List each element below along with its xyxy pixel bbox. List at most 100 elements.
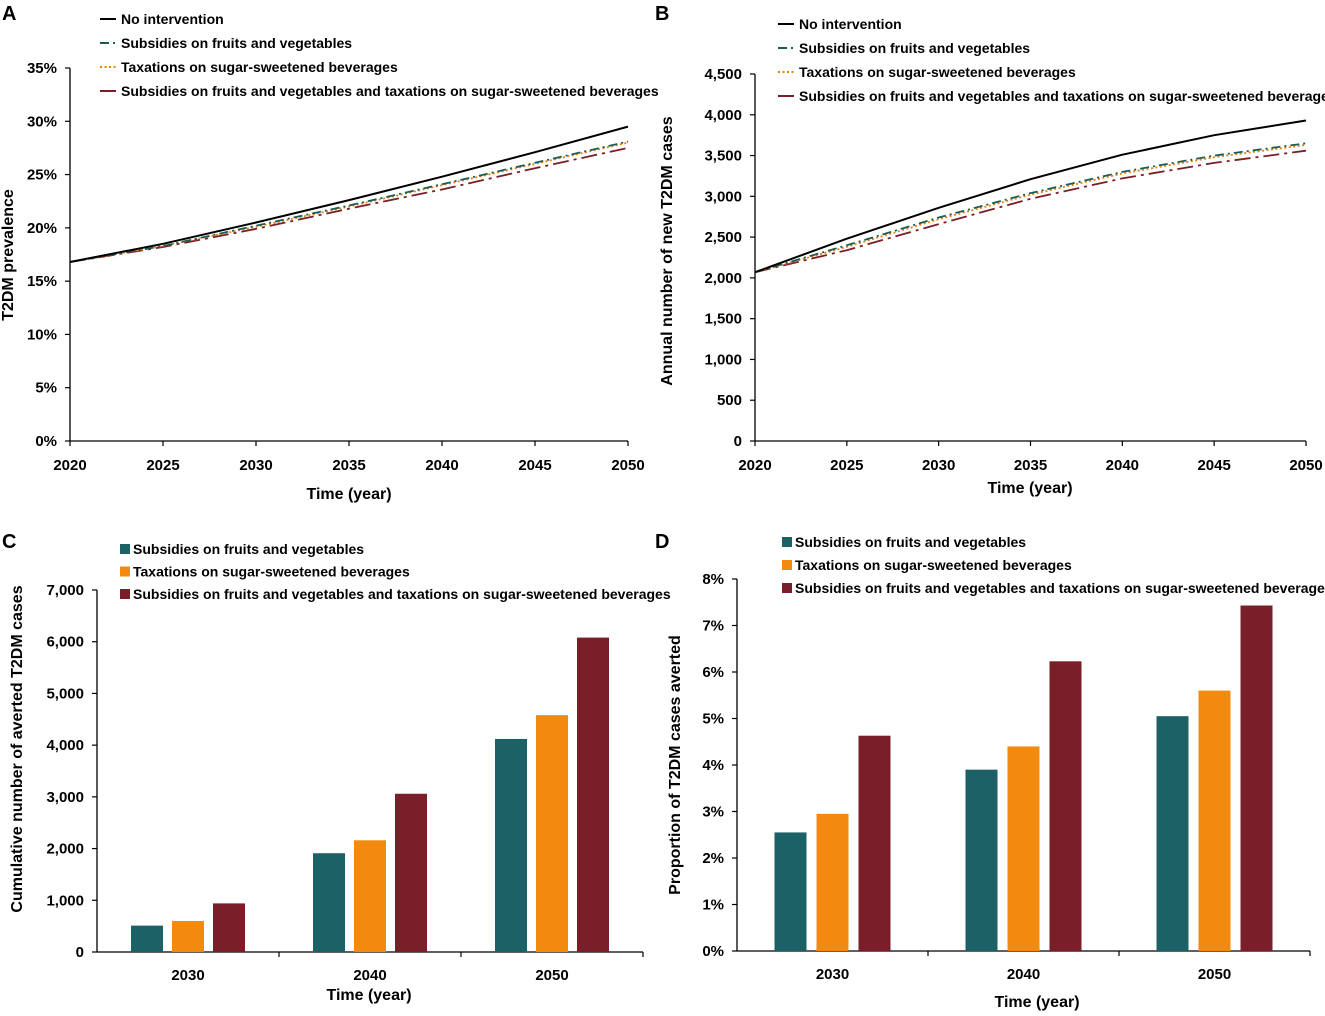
y-tick-label: 1,500 [704, 311, 742, 328]
legend-swatch [782, 583, 792, 593]
bar [1198, 690, 1231, 951]
y-tick-label: 0 [734, 433, 742, 450]
y-tick-label: 3,000 [704, 188, 742, 205]
x-tick-label: 2040 [1007, 966, 1040, 983]
legend-label: Subsidies on fruits and vegetables [121, 35, 352, 51]
bar [1007, 746, 1040, 951]
bar [858, 735, 891, 951]
y-tick-label: 5,000 [46, 685, 84, 702]
y-tick-label: 10% [27, 326, 57, 343]
x-axis-title: Time (year) [994, 994, 1079, 1011]
x-tick-label: 2025 [830, 457, 863, 474]
bar [172, 920, 204, 952]
legend-swatch [782, 537, 792, 547]
y-tick-label: 4% [702, 757, 724, 774]
x-tick-label: 2040 [425, 457, 458, 474]
x-axis-title: Time (year) [987, 480, 1072, 497]
panel-label: D [655, 531, 669, 553]
y-axis-title: Annual number of new T2DM cases [659, 116, 676, 385]
x-tick-label: 2025 [146, 457, 179, 474]
y-tick-label: 5% [35, 380, 57, 397]
legend-label: Taxations on sugar-sweetened beverages [133, 564, 410, 580]
y-tick-label: 4,000 [704, 107, 742, 124]
bar [313, 853, 345, 952]
y-tick-label: 3,000 [46, 789, 84, 806]
series-line [754, 149, 1307, 274]
x-tick-label: 2020 [53, 457, 86, 474]
bar [354, 840, 386, 952]
y-tick-label: 8% [702, 571, 724, 588]
y-tick-label: 4,500 [704, 66, 742, 83]
y-tick-label: 25% [27, 167, 57, 184]
legend-swatch [120, 566, 130, 577]
y-tick-label: 500 [717, 392, 742, 409]
y-tick-label: 0% [35, 433, 57, 450]
x-tick-label: 2030 [239, 457, 272, 474]
legend-swatch [782, 560, 792, 570]
bar [816, 813, 849, 951]
panel-label: B [655, 3, 669, 25]
bar [1240, 605, 1273, 951]
legend-label: Subsidies on fruits and vegetables and t… [799, 88, 1325, 104]
legend-label: Taxations on sugar-sweetened beverages [121, 59, 398, 75]
series-line [69, 141, 629, 263]
bar [774, 832, 807, 951]
y-tick-label: 5% [702, 711, 724, 728]
panel-label: A [2, 3, 16, 25]
x-axis-title: Time (year) [306, 486, 391, 503]
legend-label: Subsidies on fruits and vegetables and t… [121, 83, 659, 99]
series-line [69, 140, 629, 263]
legend-label: Subsidies on fruits and vegetables and t… [795, 580, 1325, 596]
x-tick-label: 2035 [332, 457, 365, 474]
y-tick-label: 0 [76, 944, 84, 961]
x-tick-label: 2020 [738, 457, 771, 474]
y-tick-label: 7% [702, 618, 724, 635]
x-tick-label: 2045 [518, 457, 551, 474]
panel-c: C 0 1,000 2,000 3,000 4,000 5,000 6,000 7,000 Tim… [2, 531, 671, 1004]
panel-b: B 0 500 1,000 1,500 2,000 2,500 3,000 3,500 4,000… [655, 3, 1325, 497]
series-line [754, 119, 1307, 274]
y-tick-label: 2,000 [704, 270, 742, 287]
y-tick-label: 2,000 [46, 841, 84, 858]
x-tick-label: 2040 [353, 967, 386, 984]
y-tick-label: 3% [702, 804, 724, 821]
series-line [754, 144, 1307, 274]
x-tick-label: 2035 [1014, 457, 1047, 474]
y-axis-title: Cumulative number of averted T2DM cases [9, 585, 26, 912]
legend-label: Subsidies on fruits and vegetables and t… [133, 586, 671, 602]
bar [577, 637, 609, 952]
legend-label: Taxations on sugar-sweetened beverages [795, 557, 1072, 573]
panel-d: D 0% 1% 2% 3% 4% 5% 6% 7% 8% Time (year) Proportion… [655, 531, 1325, 1011]
y-axis-title: Proportion of T2DM cases averted [667, 635, 684, 895]
x-tick-label: 2040 [1106, 457, 1139, 474]
legend-label: Taxations on sugar-sweetened beverages [799, 64, 1076, 80]
bar [965, 769, 998, 951]
bar [395, 793, 427, 952]
x-tick-label: 2030 [816, 966, 849, 983]
y-tick-label: 1,000 [704, 351, 742, 368]
bar [1156, 716, 1189, 951]
x-tick-label: 2050 [1198, 966, 1231, 983]
bar [495, 738, 527, 952]
y-tick-label: 30% [27, 113, 57, 130]
legend-label: No intervention [799, 16, 902, 32]
x-tick-label: 2030 [171, 967, 204, 984]
panel-label: C [2, 531, 16, 553]
bar [536, 715, 568, 952]
y-tick-label: 15% [27, 273, 57, 290]
bar [213, 903, 245, 952]
y-tick-label: 0% [702, 943, 724, 960]
x-tick-label: 2050 [535, 967, 568, 984]
y-tick-label: 1,000 [46, 892, 84, 909]
x-tick-label: 2045 [1197, 457, 1230, 474]
legend-label: Subsidies on fruits and vegetables [799, 40, 1030, 56]
series-line [69, 147, 629, 263]
x-tick-label: 2050 [1289, 457, 1322, 474]
legend-label: Subsidies on fruits and vegetables [795, 534, 1026, 550]
x-tick-label: 2030 [922, 457, 955, 474]
legend-swatch [120, 544, 130, 554]
y-tick-label: 2% [702, 850, 724, 867]
y-tick-label: 20% [27, 220, 57, 237]
x-tick-label: 2050 [611, 457, 644, 474]
